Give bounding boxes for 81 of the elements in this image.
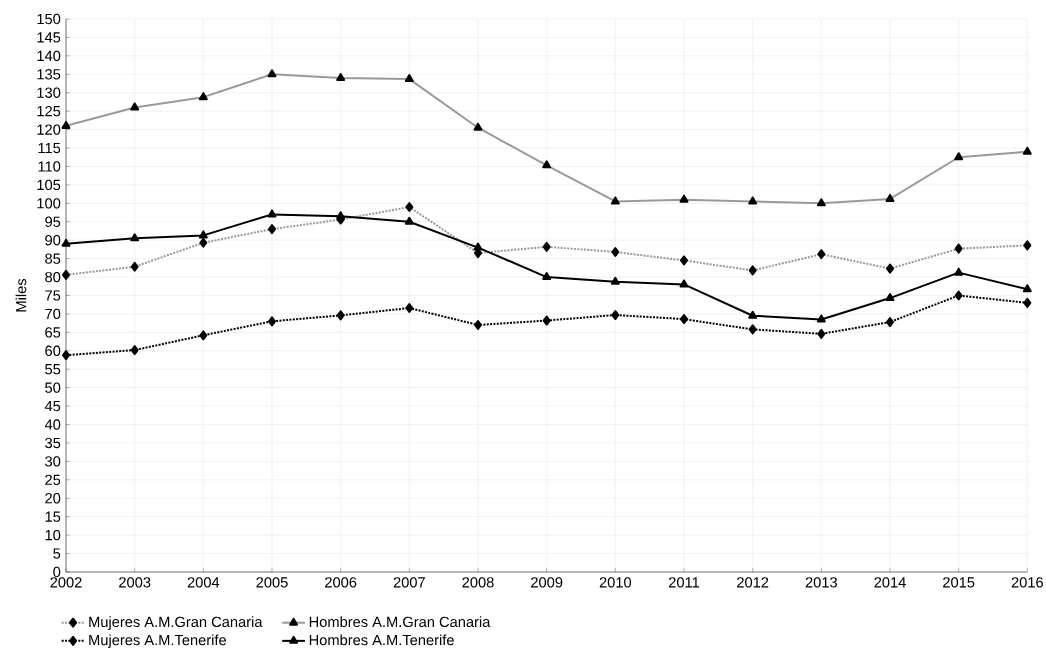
point [954,290,963,301]
y-tick-label: 150 [37,13,61,25]
y-tick-label: 45 [44,400,61,412]
point [542,272,552,281]
y-tick-label: 140 [37,50,61,62]
y-tick-label: 105 [37,179,61,191]
y-tick-label: 145 [37,32,61,43]
y-tick-label: 100 [37,198,61,209]
x-tick-label: 2006 [325,577,357,588]
y-tick-label: 50 [45,382,61,393]
point [268,316,277,327]
x-tick-label: 2004 [187,577,220,588]
y-tick-label: 125 [37,105,61,117]
x-tick-label: 2003 [119,577,151,588]
point [61,238,71,247]
y-tick-label: 55 [45,364,61,375]
y-tick-label: 115 [38,142,61,154]
point [336,310,345,321]
point [474,319,483,330]
point [473,242,483,251]
point [816,314,826,323]
point [886,317,894,328]
point [405,303,414,314]
x-tick-label: 2011 [668,577,700,588]
y-axis-title: Miles [15,278,27,312]
y-tick-label: 80 [45,271,61,283]
y-tick-label: 20 [45,493,61,504]
y-tick-label: 25 [45,474,61,486]
y-tick-label: 90 [45,235,61,246]
y-tick-label: 35 [45,437,61,449]
point [817,328,826,339]
y-tick-label: 110 [38,161,61,172]
point [610,276,620,285]
point [198,230,208,239]
point [130,233,140,242]
y-tick-label: 0 [53,566,61,578]
point [748,310,758,319]
point [885,293,895,302]
x-tick-label: 2005 [256,577,288,588]
y-tick-label: 5 [53,548,61,559]
point [267,209,277,218]
y-tick-label: 40 [44,419,61,430]
point [199,330,208,341]
point [404,216,414,225]
point [680,314,689,325]
point [1022,284,1032,293]
y-tick-label: 70 [45,308,61,320]
point [954,267,964,276]
legend-label: Hombres A.M.Gran Canaria [309,616,491,628]
y-tick-label: 60 [45,345,61,356]
point [679,279,689,288]
x-tick-label: 2009 [531,577,563,588]
x-tick-label: 2014 [874,577,906,588]
y-tick-label: 65 [45,327,61,338]
y-tick-label: 135 [37,69,61,80]
y-tick-label: 120 [37,124,61,135]
legend-label: Mujeres A.M.Gran Canaria [89,616,263,630]
y-tick-label: 85 [45,253,61,264]
point [62,350,70,361]
point [748,324,757,335]
y-tick-label: 10 [45,529,61,541]
y-tick-label: 130 [37,87,61,98]
point [1023,297,1032,308]
x-tick-label: 2008 [462,577,494,588]
point [611,310,620,321]
x-tick-label: 2010 [599,577,632,588]
y-tick-label: 30 [45,456,61,467]
y-tick-label: 15 [45,511,61,522]
point [130,345,139,356]
x-tick-label: 2012 [737,577,769,588]
y-tick-label: 75 [45,290,61,301]
legend-label: Hombres A.M.Tenerife [309,634,454,646]
point [336,211,346,220]
y-tick-label: 95 [45,216,61,227]
x-tick-label: 2002 [50,577,82,588]
x-tick-label: 2016 [1011,577,1043,588]
x-tick-label: 2013 [805,577,837,588]
point [542,315,551,326]
x-tick-label: 2015 [943,577,975,588]
legend-label: Mujeres A.M.Tenerife [89,634,227,649]
x-tick-label: 2007 [393,577,425,588]
